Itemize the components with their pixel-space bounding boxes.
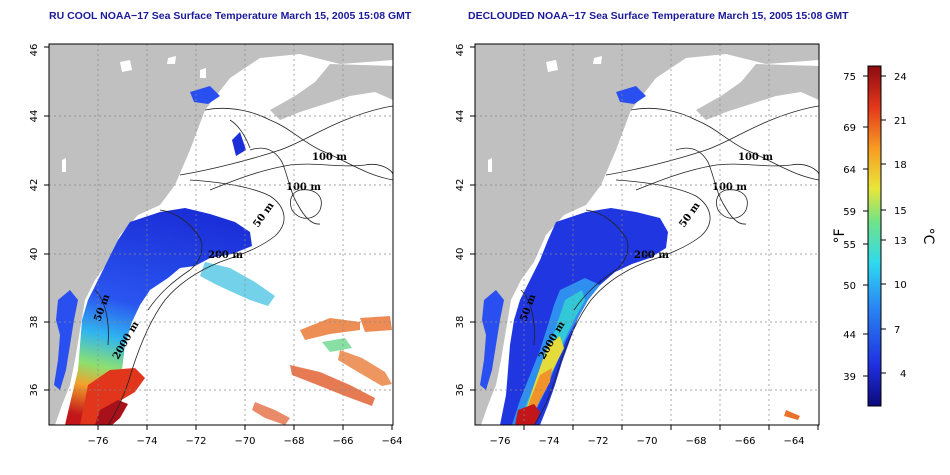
- left-lat-tick: 44: [29, 110, 40, 123]
- right-lon-tick: −76: [489, 436, 510, 447]
- colorbar-f-tick: 59: [843, 207, 856, 218]
- colorbar-celsius-labels: 24 21 18 15 13 10 7 4: [894, 72, 907, 380]
- left-sst-hot: [95, 400, 128, 425]
- colorbar-f-tick: 75: [843, 72, 856, 83]
- colorbar-f-tick: 55: [843, 240, 856, 251]
- right-lat-tick: 36: [455, 384, 466, 397]
- colorbar-f-tick: 44: [843, 330, 856, 341]
- left-bathymetry-contours: [94, 105, 393, 425]
- colorbar-tick-marks: [863, 75, 886, 377]
- left-lon-tick: −76: [87, 436, 108, 447]
- colorbar-fahrenheit-labels: 75 69 64 59 55 50 44 39: [843, 72, 856, 383]
- left-lon-tick: −66: [332, 436, 353, 447]
- colorbar-c-tick: 13: [894, 236, 907, 247]
- contour-label-200m: 200 m: [634, 250, 669, 261]
- left-sst-warm-5: [252, 402, 290, 425]
- left-sst-warm-4: [360, 316, 392, 332]
- colorbar-c-tick: 10: [894, 280, 907, 291]
- colorbar-c-tick: 7: [894, 325, 900, 336]
- contour-label-100m-b: 100 m: [712, 182, 747, 193]
- right-sst-north: [616, 86, 646, 104]
- right-map-title: DECLOUDED NOAA−17 Sea Surface Temperatur…: [468, 10, 849, 22]
- right-lat-tick-labels: 36 38 40 42 44 46: [455, 44, 466, 397]
- right-tick-marks: [470, 46, 819, 430]
- right-map-panel: 100 m 100 m 50 m 200 m 2000 m 50 m: [455, 43, 820, 447]
- colorbar-c-tick: 21: [894, 116, 907, 127]
- left-map-content: 100 m 100 m 50 m 200 m 2000 m 50 m: [49, 44, 393, 425]
- right-lon-tick: −68: [685, 436, 706, 447]
- right-lat-tick: 46: [455, 44, 466, 57]
- colorbar-c-tick: 18: [894, 160, 907, 171]
- right-sst-speck: [784, 410, 800, 420]
- left-lon-tick: −74: [136, 436, 157, 447]
- colorbar-f-tick: 50: [843, 281, 856, 292]
- right-lon-tick: −72: [587, 436, 608, 447]
- left-sst-warm-1: [300, 318, 360, 340]
- colorbar-strip: [867, 65, 882, 407]
- colorbar-c-tick: 4: [900, 369, 906, 380]
- right-lat-tick: 38: [455, 316, 466, 329]
- contour-label-100m-a: 100 m: [312, 152, 347, 163]
- right-lon-tick: −64: [783, 436, 804, 447]
- right-lat-tick: 40: [455, 248, 466, 261]
- left-lon-tick: −70: [234, 436, 255, 447]
- left-sst-warm-3: [338, 350, 392, 386]
- colorbar-c-tick: 24: [894, 72, 907, 83]
- left-grid: [49, 44, 393, 425]
- left-lat-tick: 42: [29, 179, 40, 192]
- left-tick-marks: [44, 46, 393, 430]
- contour-label-100m-a: 100 m: [738, 152, 773, 163]
- colorbar: 75 69 64 59 55 50 44 39 24 21 18 15 13 1…: [832, 65, 936, 407]
- left-sst-plume: [200, 262, 275, 306]
- left-land: [49, 44, 393, 425]
- colorbar-f-tick: 64: [843, 165, 856, 176]
- left-lat-tick: 40: [29, 248, 40, 261]
- left-lon-tick: −68: [283, 436, 304, 447]
- contour-label-200m: 200 m: [208, 250, 243, 261]
- right-bathymetry-contours: [520, 105, 819, 425]
- right-lon-tick-labels: −76 −74 −72 −70 −68 −66 −64: [489, 436, 804, 447]
- colorbar-fahrenheit-label: °F: [832, 228, 848, 243]
- colorbar-celsius-label: °C: [920, 228, 936, 245]
- right-lon-tick: −66: [734, 436, 755, 447]
- right-land: [475, 44, 819, 425]
- left-lat-tick: 38: [29, 316, 40, 329]
- left-map-title: RU COOL NOAA−17 Sea Surface Temperature …: [49, 10, 412, 22]
- right-lat-tick: 44: [455, 110, 466, 123]
- left-lat-tick-labels: 36 38 40 42 44 46: [29, 44, 40, 397]
- left-sst-green-1: [322, 338, 352, 352]
- left-lon-tick: −72: [185, 436, 206, 447]
- right-lat-tick: 42: [455, 179, 466, 192]
- right-map-content: 100 m 100 m 50 m 200 m 2000 m 50 m: [475, 44, 819, 425]
- right-sst-chesapeake: [480, 290, 504, 390]
- right-lon-tick: −74: [538, 436, 559, 447]
- colorbar-f-tick: 69: [843, 123, 856, 134]
- left-sst-gulfstream: [80, 368, 145, 425]
- right-grid: [475, 44, 819, 425]
- left-map-panel: 100 m 100 m 50 m 200 m 2000 m 50 m: [29, 43, 403, 447]
- left-land-nova-scotia: [270, 64, 393, 120]
- left-lon-tick: −64: [381, 436, 402, 447]
- left-lat-tick: 36: [29, 384, 40, 397]
- right-sst-hot: [515, 404, 540, 425]
- contour-label-100m-b: 100 m: [286, 182, 321, 193]
- right-land-nova-scotia: [696, 64, 819, 120]
- colorbar-f-tick: 39: [843, 372, 856, 383]
- left-sst-gulf-maine: [232, 132, 246, 156]
- left-sst-chesapeake: [54, 290, 78, 390]
- right-lon-tick: −70: [636, 436, 657, 447]
- right-map-frame: [474, 43, 820, 426]
- colorbar-c-tick: 15: [894, 206, 907, 217]
- left-lon-tick-labels: −76 −74 −72 −70 −68 −66 −64: [87, 436, 402, 447]
- left-sst-north: [190, 86, 220, 104]
- left-map-frame: [48, 43, 394, 426]
- left-lat-tick: 46: [29, 44, 40, 57]
- left-sst-warm-2: [290, 365, 375, 406]
